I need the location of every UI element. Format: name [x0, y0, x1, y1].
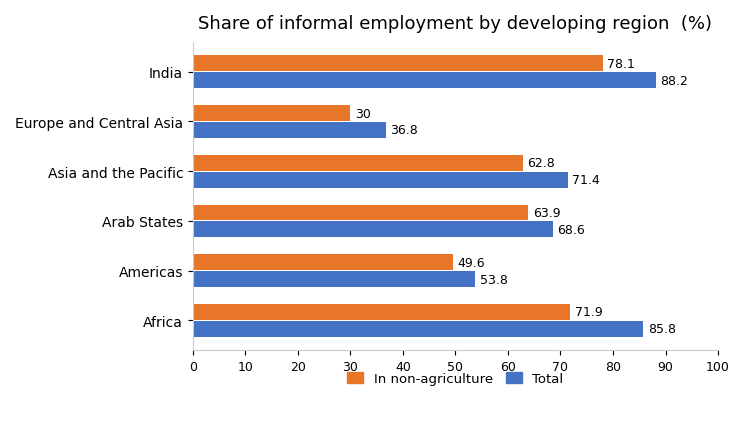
Text: 88.2: 88.2	[660, 74, 688, 87]
Text: 53.8: 53.8	[480, 273, 507, 286]
Text: 85.8: 85.8	[647, 322, 676, 335]
Text: 62.8: 62.8	[527, 157, 554, 170]
Bar	[193, 205, 528, 221]
Bar	[193, 222, 553, 238]
Text: 30: 30	[355, 107, 370, 120]
Bar	[193, 272, 475, 287]
Bar	[193, 304, 571, 320]
Title: Share of informal employment by developing region  (%): Share of informal employment by developi…	[198, 15, 712, 33]
Text: 49.6: 49.6	[457, 256, 485, 269]
Text: 71.4: 71.4	[572, 174, 600, 187]
Bar	[193, 73, 656, 89]
Text: 63.9: 63.9	[533, 206, 560, 219]
Legend: In non-agriculture, Total: In non-agriculture, Total	[342, 366, 569, 390]
Bar	[193, 56, 603, 72]
Text: 68.6: 68.6	[557, 223, 585, 237]
Text: 71.9: 71.9	[574, 306, 603, 319]
Bar	[193, 321, 644, 337]
Bar	[193, 155, 523, 171]
Bar	[193, 172, 568, 188]
Bar	[193, 106, 350, 122]
Text: 78.1: 78.1	[607, 58, 635, 71]
Text: 36.8: 36.8	[390, 124, 418, 137]
Bar	[193, 255, 454, 270]
Bar	[193, 123, 386, 138]
